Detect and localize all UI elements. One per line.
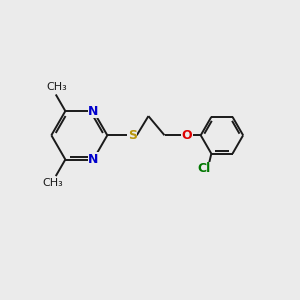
Text: Cl: Cl <box>197 162 211 176</box>
Text: O: O <box>181 129 192 142</box>
Text: N: N <box>88 153 98 166</box>
Text: CH₃: CH₃ <box>43 178 63 188</box>
Text: CH₃: CH₃ <box>46 82 67 92</box>
Text: S: S <box>128 129 137 142</box>
Text: N: N <box>88 105 98 118</box>
